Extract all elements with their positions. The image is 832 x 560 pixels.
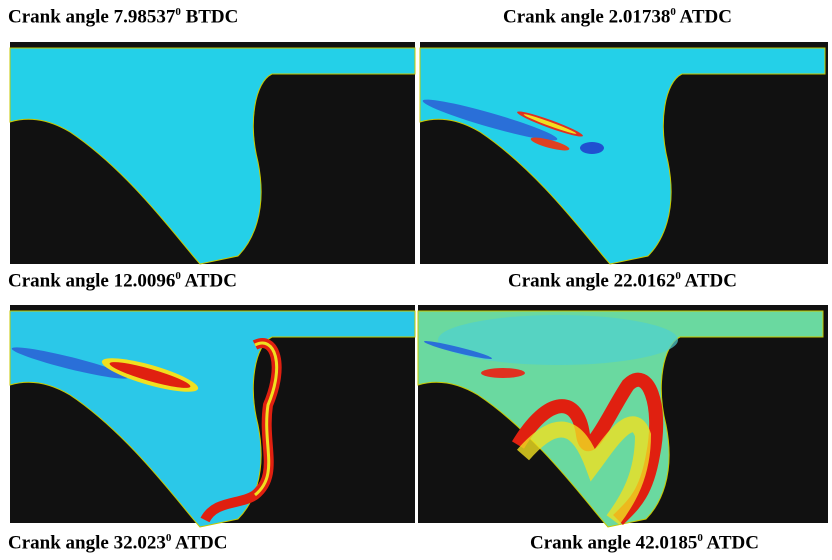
caption-sup: 0 (175, 6, 181, 18)
panel-1 (10, 42, 415, 264)
caption: Crank angle 12.00960 ATDC (8, 270, 237, 292)
caption-suffix: ATDC (707, 532, 759, 553)
caption-sup: 0 (675, 270, 681, 282)
caption-sup: 0 (670, 6, 676, 18)
caption-text: Crank angle 42.0185 (530, 532, 697, 553)
figure: Crank angle 7.985370 BTDC Crank angle 2.… (0, 0, 832, 560)
caption: Crank angle 22.01620 ATDC (508, 270, 737, 292)
caption: Crank angle 2.017380 ATDC (503, 6, 732, 28)
caption: Crank angle 7.985370 BTDC (8, 6, 238, 28)
caption-suffix: ATDC (175, 532, 227, 553)
caption-suffix: ATDC (680, 6, 732, 27)
caption-suffix: ATDC (685, 270, 737, 291)
caption-text: Crank angle 2.01738 (503, 6, 670, 27)
panel-2 (420, 42, 828, 264)
caption: Crank angle 32.0230 ATDC (8, 532, 227, 554)
caption-text: Crank angle 12.0096 (8, 270, 175, 291)
caption-sup: 0 (175, 270, 181, 282)
caption-sup: 0 (166, 532, 172, 544)
panel-3 (10, 305, 415, 527)
caption-text: Crank angle 7.98537 (8, 6, 175, 27)
panel-4 (418, 305, 828, 527)
caption-suffix: BTDC (186, 6, 239, 27)
caption-sup: 0 (697, 532, 703, 544)
caption: Crank angle 42.01850 ATDC (530, 532, 759, 554)
caption-suffix: ATDC (185, 270, 237, 291)
caption-text: Crank angle 22.0162 (508, 270, 675, 291)
caption-text: Crank angle 32.023 (8, 532, 166, 553)
